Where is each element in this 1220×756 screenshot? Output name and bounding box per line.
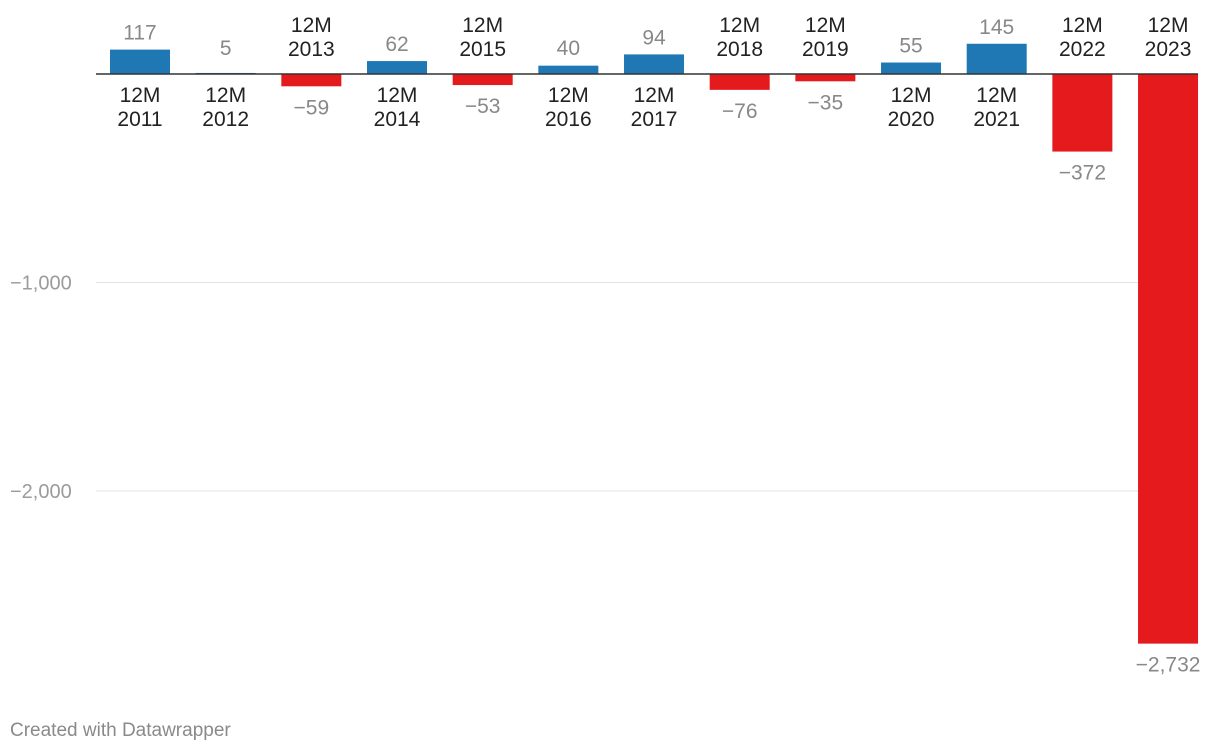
footer-credit: Created with Datawrapper: [10, 720, 231, 741]
value-label: 40: [557, 37, 580, 60]
category-label: 12M 2015: [459, 14, 506, 61]
bar-3: [367, 61, 428, 74]
bar-5: [538, 65, 599, 74]
value-label: −59: [294, 96, 330, 119]
bar-4: [452, 74, 513, 86]
bar-7: [709, 74, 770, 90]
value-label: −35: [808, 91, 844, 114]
y-tick-label: −1,000: [10, 273, 72, 295]
category-label: 12M 2011: [117, 84, 162, 131]
category-label: 12M 2013: [288, 14, 335, 61]
value-label: 117: [123, 22, 156, 45]
labels: −1,000 −2,000 117 12M 2011 5 12M 2012 −59 12M 2013…: [10, 14, 1200, 677]
value-label: 5: [220, 37, 232, 60]
bar-12: [1138, 74, 1199, 644]
bars: [96, 43, 1199, 644]
value-label: −76: [722, 100, 758, 123]
bar-6: [624, 54, 685, 74]
value-label: 55: [899, 35, 922, 58]
bar-0: [110, 49, 170, 74]
category-label: 12M 2023: [1145, 14, 1192, 61]
value-label: 145: [979, 16, 1014, 39]
category-label: 12M 2019: [802, 14, 849, 61]
category-label: 12M 2020: [888, 84, 935, 131]
value-label: −53: [465, 95, 501, 118]
category-label: 12M 2016: [545, 84, 592, 131]
category-label: 12M 2022: [1059, 14, 1106, 61]
category-label: 12M 2021: [973, 84, 1020, 131]
value-label: 62: [385, 33, 408, 56]
value-label: −372: [1059, 162, 1106, 185]
value-label: 94: [642, 26, 666, 49]
bar-8: [795, 74, 856, 82]
value-label: −2,732: [1136, 654, 1201, 677]
bar-11: [1052, 74, 1113, 152]
category-label: 12M 2014: [374, 84, 421, 131]
bar-chart: −1,000 −2,000 117 12M 2011 5 12M 2012 −59 12M 2013…: [10, 14, 1200, 677]
category-label: 12M 2017: [631, 84, 678, 131]
bar-9: [881, 62, 942, 74]
y-tick-label: −2,000: [10, 481, 72, 503]
bar-10: [966, 43, 1027, 74]
gridlines: [96, 282, 1198, 492]
category-label: 12M 2018: [716, 14, 763, 61]
category-label: 12M 2012: [202, 84, 249, 131]
bar-2: [281, 74, 342, 87]
